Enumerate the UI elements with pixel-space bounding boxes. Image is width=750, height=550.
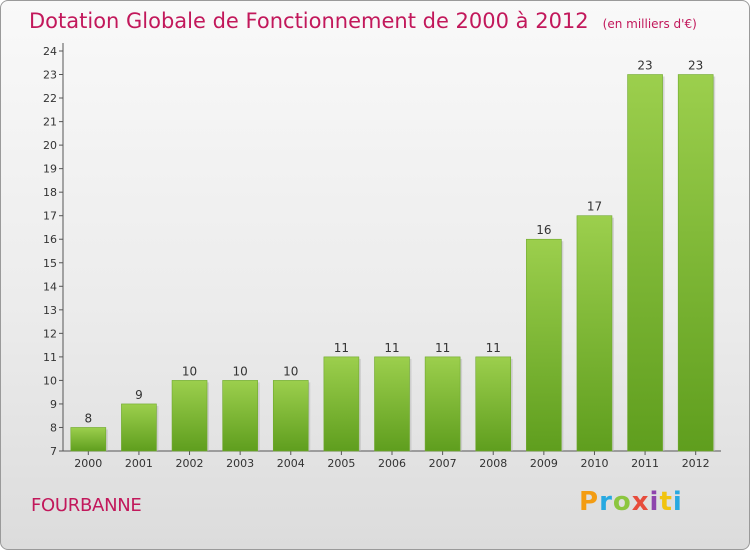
bar-2001 [121,403,157,452]
y-tick-label: 11 [43,351,57,364]
y-tick-label: 16 [43,233,57,246]
y-tick-label: 14 [43,280,57,293]
x-tick-label: 2011 [631,457,659,470]
logo-letter: P [579,487,600,517]
y-tick-label: 13 [43,304,57,317]
x-tick-label: 2012 [682,457,710,470]
logo-letter: o [612,487,632,517]
data-label: 11 [435,341,450,355]
y-tick-label: 21 [43,116,57,129]
chart-unit: (en milliers d'€) [602,17,697,31]
y-tick-label: 22 [43,92,57,105]
data-label: 23 [688,59,703,73]
y-tick-label: 23 [43,69,57,82]
x-tick-label: 2005 [327,457,355,470]
proxiti-logo: Proxiti [579,487,683,517]
logo-letter: i [649,487,660,517]
bar-2011 [627,74,663,452]
data-label: 11 [486,341,501,355]
data-label: 17 [587,200,602,214]
y-tick-label: 15 [43,257,57,270]
y-tick-label: 18 [43,186,57,199]
bar-2007 [424,356,461,452]
data-label: 16 [536,223,551,237]
logo-letter: x [631,487,650,517]
data-label: 10 [283,364,298,378]
bar-2008 [475,356,512,452]
bar-2004 [272,380,309,452]
x-tick-label: 2007 [429,457,457,470]
y-tick-label: 7 [50,445,57,458]
x-tick-label: 2002 [176,457,204,470]
bar-2006 [374,356,410,452]
bar-2002 [171,380,208,452]
bar-2012 [677,74,714,452]
y-tick-label: 19 [43,163,57,176]
x-tick-label: 2010 [580,457,608,470]
y-tick-label: 12 [43,327,57,340]
x-tick-label: 2000 [74,457,102,470]
x-tick-label: 2001 [125,457,153,470]
x-tick-label: 2008 [479,457,507,470]
chart-title-text: Dotation Globale de Fonctionnement de 20… [29,9,589,33]
y-tick-label: 20 [43,139,57,152]
logo-letter: i [672,487,683,517]
y-tick-label: 8 [50,421,57,434]
x-tick-label: 2003 [226,457,254,470]
x-tick-label: 2004 [277,457,305,470]
data-label: 10 [233,364,248,378]
bar-2009 [526,238,562,452]
bar-2003 [222,380,258,452]
bars [70,74,716,452]
y-tick-label: 17 [43,210,57,223]
data-labels: 8 9 10 10 10 11 11 11 11 16 17 23 23 [84,59,703,426]
data-label: 10 [182,364,197,378]
x-tick-label: 2006 [378,457,406,470]
data-label: 9 [135,388,143,402]
x-tick-label: 2009 [530,457,558,470]
bar-2005 [323,356,360,452]
data-label: 11 [334,341,349,355]
logo-letter: r [599,487,613,517]
bar-2010 [576,215,613,452]
y-tick-label: 24 [43,45,57,58]
x-axis: 2000 2001 2002 2003 2004 2005 2006 2007 2008 2009… [63,450,721,470]
y-tick-label: 9 [50,398,57,411]
data-label: 11 [384,341,399,355]
y-tick-label: 10 [43,374,57,387]
data-label: 8 [84,411,92,425]
chart-title: Dotation Globale de Fonctionnement de 20… [29,9,697,33]
bar-2000 [70,427,107,452]
logo-letter: t [659,487,673,517]
data-label: 23 [637,59,652,73]
place-name: FOURBANNE [31,495,142,516]
y-axis: 7 8 9 10 11 12 13 14 15 16 17 18 19 20 21 22 23 24 [43,43,64,458]
